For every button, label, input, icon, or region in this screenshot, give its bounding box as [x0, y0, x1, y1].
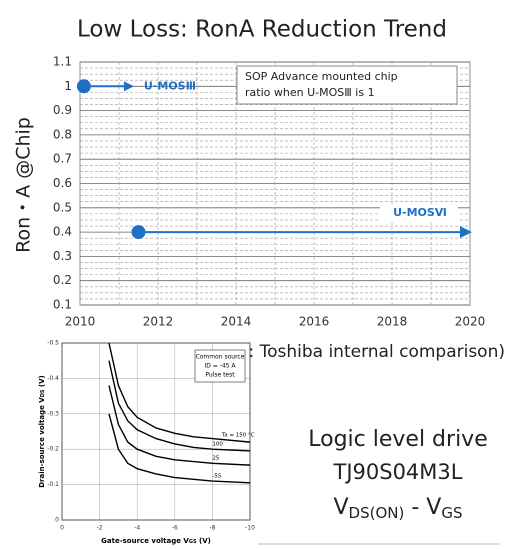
point [131, 225, 146, 240]
curve [108, 413, 251, 484]
arrow-head [123, 81, 134, 92]
y-tick-label: 1 [64, 79, 72, 93]
y-tick-label: -0.3 [47, 410, 59, 417]
y-tick-label: 0.7 [53, 152, 72, 166]
f: DS(ON) [349, 504, 405, 522]
y-tick-label: 0.1 [53, 298, 72, 312]
annotation: ID = -45 A [204, 363, 236, 370]
x-tick-label: -2 [97, 525, 103, 532]
series-label: Ta = 150 °C [221, 433, 255, 439]
label-part: (V) [38, 375, 46, 389]
x-tick-label: 2016 [299, 315, 330, 329]
caption-line: TJ90S04M3L [333, 460, 463, 484]
y-tick-label: 0.3 [53, 249, 72, 263]
y-tick-label: 1.1 [53, 55, 72, 69]
curve [108, 385, 251, 466]
curve [108, 360, 251, 452]
y-tick-label: 0 [55, 517, 59, 524]
annotation-box [194, 349, 246, 383]
x-tick-label: 2010 [65, 315, 96, 329]
series-label: -55 [212, 473, 221, 479]
x-axis-label: Gate-source voltage VGS (V) [101, 537, 211, 545]
y-tick-label: -0.4 [47, 375, 59, 382]
f: - [404, 495, 426, 520]
x-tick-label: 2012 [143, 315, 174, 329]
label-part: GS [189, 539, 197, 545]
annotation: Common source [196, 354, 245, 361]
y-tick-label: 0.6 [53, 176, 72, 190]
y-tick-label: 0.9 [53, 103, 72, 117]
label-bg [380, 204, 458, 223]
x-tick-label: -6 [172, 525, 178, 532]
x-tick-label: -8 [209, 525, 215, 532]
y-tick-label: 0.5 [53, 200, 72, 214]
f: GS [441, 504, 462, 522]
label-part: (V) [197, 537, 211, 545]
label-part: DS [40, 389, 46, 397]
y-tick-label: 0.4 [53, 225, 72, 239]
x-tick-label: -4 [134, 525, 140, 532]
y-tick-label: -0.5 [47, 340, 59, 347]
chart-title: Low Loss: RonA Reduction Trend [77, 17, 447, 43]
label-part: Drain-source voltage V [38, 397, 46, 488]
series-label: U-MOSⅢ [144, 79, 196, 92]
caption-line: Logic level drive [308, 427, 487, 452]
x-tick-label: -10 [245, 525, 255, 532]
point [76, 79, 91, 94]
x-tick-label: 2018 [377, 315, 408, 329]
x-tick-label: 2014 [221, 315, 252, 329]
series-label: 100 [212, 441, 223, 447]
note: (Note: Toshiba internal comparison) [202, 342, 505, 362]
annotation: SOP Advance mounted chip [245, 70, 398, 83]
y-axis-label: Ron・A @Chip [13, 117, 35, 253]
x-tick-label: 2020 [455, 315, 486, 329]
annotation: Pulse test [205, 372, 235, 379]
annotation: ratio when U-MOSⅢ is 1 [245, 86, 375, 99]
y-axis-label: Drain-source voltage VDS (V) [38, 375, 46, 488]
y-tick-label: -0.1 [47, 481, 59, 488]
y-tick-label: 0.8 [53, 127, 72, 141]
series-label: 25 [212, 456, 219, 462]
x-tick-label: 0 [60, 525, 64, 532]
f: V [426, 495, 441, 520]
label-part: Gate-source voltage V [101, 537, 189, 545]
series-label: U-MOSⅥ [393, 206, 447, 219]
annotation-box [236, 65, 458, 105]
f: V [333, 495, 348, 520]
y-tick-label: 0.2 [53, 273, 72, 287]
y-tick-label: -0.2 [47, 446, 59, 453]
curve [108, 342, 251, 443]
caption-formula: VDS(ON) - VGS [333, 495, 462, 522]
arrow-head [460, 226, 472, 239]
